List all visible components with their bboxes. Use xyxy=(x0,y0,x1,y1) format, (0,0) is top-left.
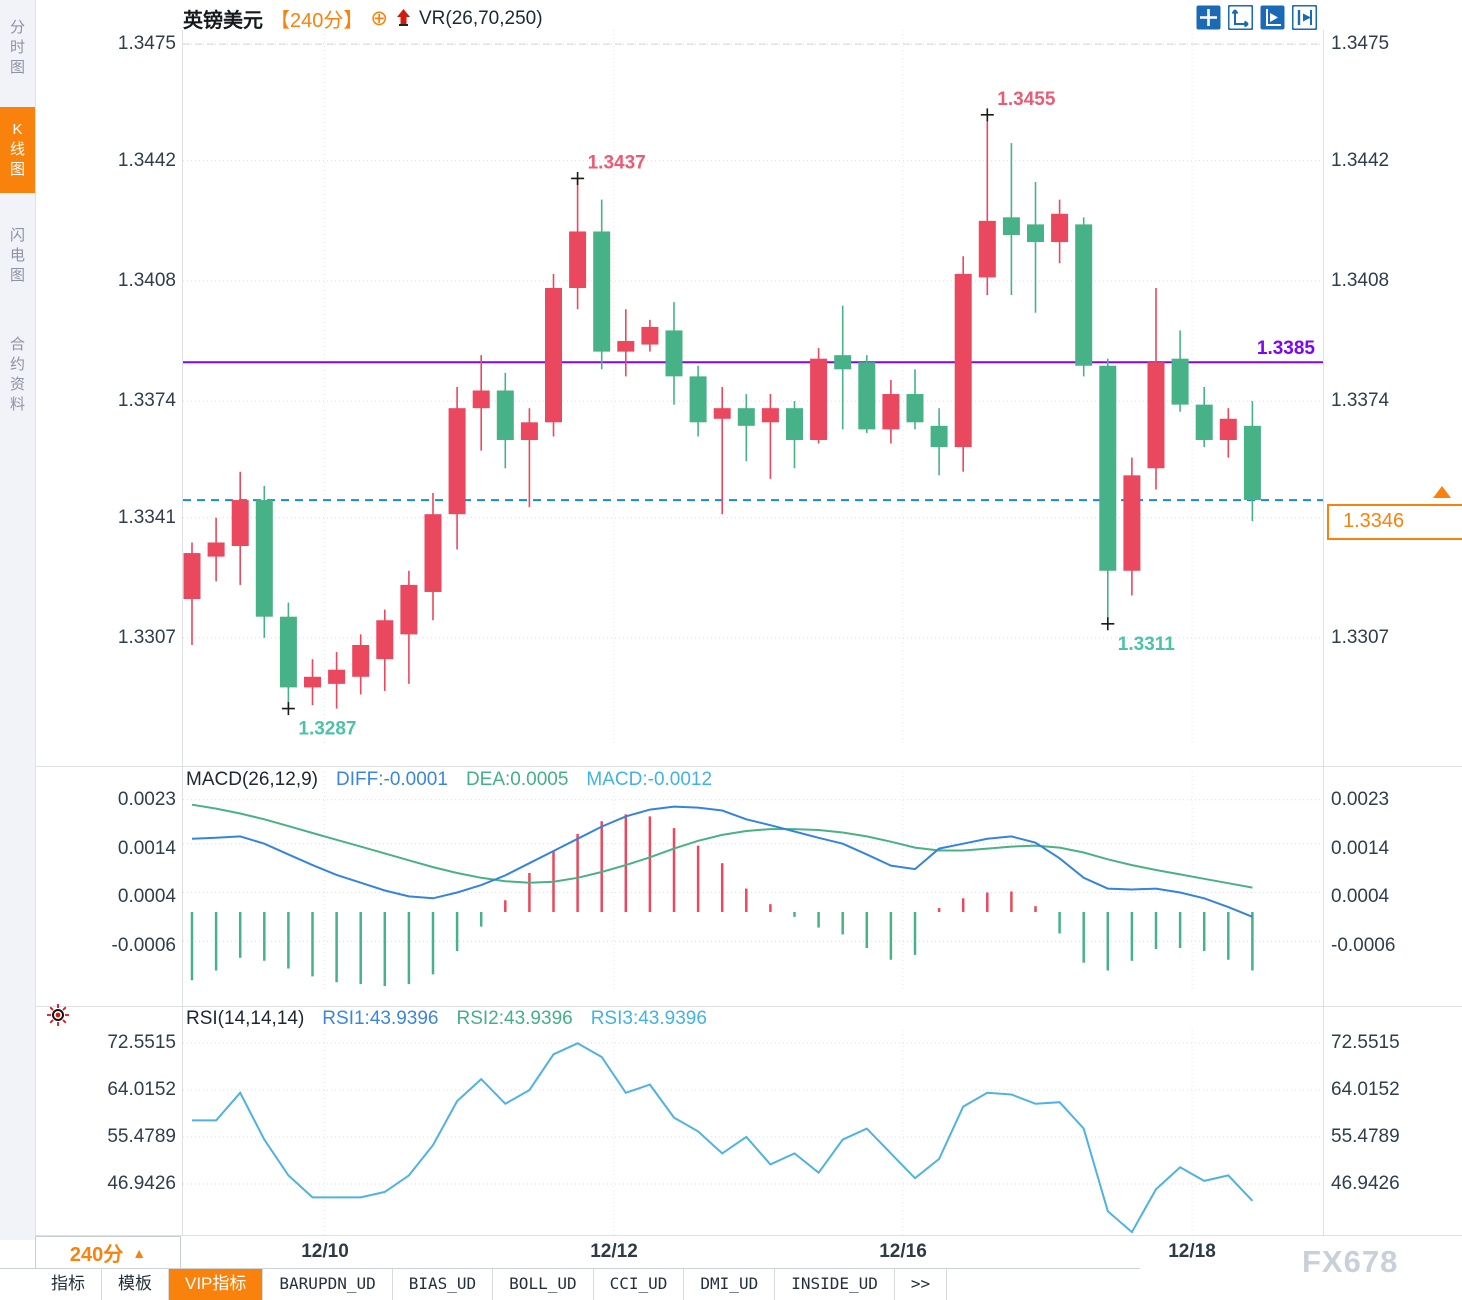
period-selector[interactable]: 240分 ▲ xyxy=(35,1236,181,1269)
sidebar-item-timeline-chart[interactable]: 分时图 xyxy=(0,5,35,91)
svg-text:1.3437: 1.3437 xyxy=(588,152,646,173)
macd-axis-label: -0.0006 xyxy=(1331,935,1396,956)
auto-follow-icon[interactable] xyxy=(1260,5,1285,30)
tab-bias-ud[interactable]: BIAS_UD xyxy=(393,1269,494,1300)
macd-axis-label: 0.0014 xyxy=(1331,838,1390,859)
rsi-chart[interactable] xyxy=(183,1030,1323,1235)
price-chart[interactable]: 1.3385 1.3287 1.3437 1.3455 1.3311 xyxy=(183,30,1323,745)
price-axis-label: 1.3408 xyxy=(117,270,176,291)
price-axis-label: 1.3442 xyxy=(1331,150,1390,171)
tab-vip-indicators[interactable]: VIP指标 xyxy=(169,1269,264,1300)
red-up-arrow-icon xyxy=(395,8,412,30)
rsi-axis-label: 72.5515 xyxy=(107,1032,176,1053)
add-indicator-icon[interactable]: ⊕ xyxy=(370,7,388,30)
macd-dea-readout: DEA:0.0005 xyxy=(465,769,569,790)
x-axis-date-label: 12/12 xyxy=(590,1241,638,1262)
rsi-axis-label: 55.4789 xyxy=(107,1126,176,1147)
svg-text:1.3385: 1.3385 xyxy=(1257,338,1316,359)
x-axis-date-label: 12/16 xyxy=(879,1241,927,1262)
x-axis-date-label: 12/10 xyxy=(301,1241,349,1262)
sidebar-item-label: K线图 xyxy=(9,121,25,178)
macd-diff-readout: DIFF:-0.0001 xyxy=(336,769,448,790)
goto-latest-icon[interactable] xyxy=(1292,5,1317,30)
rsi-axis-label: 46.9426 xyxy=(107,1173,176,1194)
axis-range-icon[interactable] xyxy=(1228,5,1253,30)
rsi2-readout: RSI2:43.9396 xyxy=(456,1008,573,1029)
macd-axis-label: 0.0014 xyxy=(117,838,176,859)
tab-barupdn-ud[interactable]: BARUPDN_UD xyxy=(263,1269,393,1300)
divider xyxy=(35,1235,1462,1236)
period-label: 【240分】 xyxy=(270,10,364,32)
tab-dmi-ud[interactable]: DMI_UD xyxy=(684,1269,776,1300)
sidebar: 分时图 K线图 闪电图 合约资料 xyxy=(0,0,36,1240)
indicator-tabbar: 指标 模板 VIP指标 BARUPDN_UD BIAS_UD BOLL_UD C… xyxy=(0,1269,1462,1300)
tab-cci-ud[interactable]: CCI_UD xyxy=(594,1269,685,1300)
tab-boll-ud[interactable]: BOLL_UD xyxy=(493,1269,594,1300)
sidebar-item-label: 分时图 xyxy=(9,19,25,76)
macd-params-label: MACD(26,12,9) xyxy=(186,769,318,790)
price-axis-label: 1.3408 xyxy=(1331,270,1390,291)
tab-templates[interactable]: 模板 xyxy=(102,1269,169,1300)
plot-right-border xyxy=(1323,30,1324,1235)
rsi1-readout: RSI1:43.9396 xyxy=(322,1008,439,1029)
tab-inside-ud[interactable]: INSIDE_UD xyxy=(775,1269,895,1300)
divider xyxy=(35,1006,1462,1007)
pan-crosshair-icon[interactable] xyxy=(1196,5,1221,30)
macd-value-readout: MACD:-0.0012 xyxy=(586,769,713,790)
divider xyxy=(35,766,1462,767)
x-axis-date-label: 12/18 xyxy=(1168,1241,1216,1262)
svg-text:1.3455: 1.3455 xyxy=(997,89,1056,110)
price-axis-label: 1.3307 xyxy=(1331,627,1390,648)
rsi-axis-label: 46.9426 xyxy=(1331,1173,1400,1194)
sidebar-item-lightning-chart[interactable]: 闪电图 xyxy=(0,213,35,299)
price-axis-label: 1.3475 xyxy=(117,33,176,54)
macd-axis-label: 0.0023 xyxy=(1331,789,1390,810)
price-axis-label: 1.3374 xyxy=(1331,390,1390,411)
macd-header: MACD(26,12,9) DIFF:-0.0001 DEA:0.0005 MA… xyxy=(186,769,712,791)
plot-left-border xyxy=(182,30,183,1235)
rsi-axis-label: 64.0152 xyxy=(107,1079,176,1100)
watermark: FX678 xyxy=(1302,1244,1399,1279)
divider xyxy=(0,1268,1140,1269)
sun-indicator-icon[interactable] xyxy=(46,1003,70,1032)
price-axis-label: 1.3442 xyxy=(117,150,176,171)
price-axis-label: 1.3475 xyxy=(1331,33,1390,54)
rsi-axis-label: 64.0152 xyxy=(1331,1079,1400,1100)
period-selector-label: 240分 xyxy=(69,1244,124,1266)
macd-axis-label: 0.0023 xyxy=(117,789,176,810)
sidebar-item-kline-chart[interactable]: K线图 xyxy=(0,107,35,193)
current-price-arrow-icon xyxy=(1433,486,1451,498)
price-axis-label: 1.3374 xyxy=(117,390,176,411)
rsi-axis-label: 55.4789 xyxy=(1331,1126,1400,1147)
chart-header: 英镑美元 【240分】 ⊕ VR(26,70,250) xyxy=(183,4,543,33)
sidebar-item-contract-info[interactable]: 合约资料 xyxy=(0,319,35,431)
sidebar-item-label: 闪电图 xyxy=(9,227,25,284)
chart-toolbar xyxy=(1196,5,1317,30)
macd-axis-label: 0.0004 xyxy=(117,886,176,907)
macd-axis-label: 0.0004 xyxy=(1331,886,1390,907)
price-axis-label: 1.3307 xyxy=(117,627,176,648)
price-axis-label: 1.3341 xyxy=(117,507,176,528)
macd-axis-label: -0.0006 xyxy=(111,935,176,956)
svg-text:1.3287: 1.3287 xyxy=(298,719,356,740)
sidebar-item-label: 合约资料 xyxy=(9,336,25,413)
svg-text:1.3311: 1.3311 xyxy=(1118,634,1175,655)
vr-indicator-label: VR(26,70,250) xyxy=(418,7,543,29)
tab-more[interactable]: >> xyxy=(895,1269,948,1300)
current-price-badge: 1.3346 xyxy=(1327,504,1462,540)
rsi-axis-label: 72.5515 xyxy=(1331,1032,1400,1053)
macd-chart[interactable] xyxy=(183,772,1323,990)
rsi-header: RSI(14,14,14) RSI1:43.9396 RSI2:43.9396 … xyxy=(186,1008,707,1030)
symbol-title: 英镑美元 xyxy=(183,10,263,32)
tab-indicators[interactable]: 指标 xyxy=(35,1269,102,1300)
rsi3-readout: RSI3:43.9396 xyxy=(590,1008,707,1029)
rsi-params-label: RSI(14,14,14) xyxy=(186,1008,305,1029)
triangle-up-icon: ▲ xyxy=(132,1244,147,1261)
